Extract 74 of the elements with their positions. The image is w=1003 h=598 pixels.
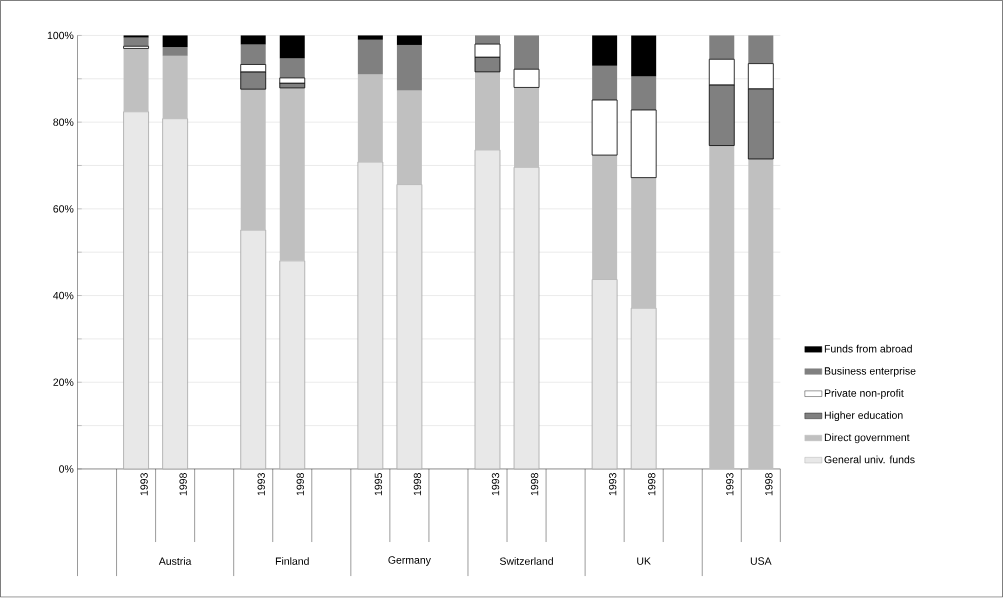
bar <box>279 35 305 59</box>
legend-label: Higher education <box>824 411 903 422</box>
bar <box>591 279 618 470</box>
x-tick-label: 1993 <box>491 473 500 496</box>
bar <box>240 229 267 470</box>
bar <box>162 118 189 470</box>
y-tick-label: 80% <box>53 118 74 127</box>
bar <box>240 89 266 231</box>
bar <box>123 46 149 50</box>
x-tick-label: 1993 <box>608 473 617 496</box>
bar <box>279 88 305 262</box>
bar <box>474 149 501 470</box>
x-tick-label: 1998 <box>765 473 773 496</box>
legend-label: Direct government <box>824 433 910 444</box>
bar <box>240 35 266 45</box>
legend-label: Business enterprise <box>824 367 916 377</box>
bar <box>592 35 618 67</box>
bar <box>396 35 422 46</box>
y-tick-label: 0% <box>59 465 74 473</box>
bar <box>631 76 657 111</box>
y-tick-label: 100% <box>47 31 74 40</box>
text: USA <box>750 557 772 566</box>
bar <box>240 44 266 65</box>
bar <box>475 72 500 151</box>
bar <box>123 111 149 470</box>
x-tick-label: 1993 <box>726 473 734 496</box>
bar <box>631 177 657 309</box>
x-tick-label: 1998 <box>413 473 422 496</box>
x-tick-label: 1998 <box>296 473 304 496</box>
bar <box>396 184 423 470</box>
text: UK <box>637 557 651 565</box>
text: Switzerland <box>499 557 553 566</box>
bar <box>123 48 149 112</box>
bar <box>279 58 305 79</box>
x-tick-label: 1993 <box>140 473 148 496</box>
x-tick-label: 1998 <box>530 473 539 496</box>
bar <box>162 47 188 57</box>
bar <box>162 35 188 48</box>
x-tick-label: 1993 <box>257 473 265 496</box>
bar <box>357 161 384 470</box>
bar <box>123 35 149 38</box>
bar <box>396 90 422 185</box>
bar <box>748 35 774 64</box>
text: Germany <box>388 556 431 567</box>
x-tick-label: 1995 <box>374 473 383 496</box>
bar <box>514 35 540 70</box>
bar <box>591 99 618 156</box>
legend-label: General univ. funds <box>824 455 915 464</box>
bar <box>592 155 618 280</box>
text: Finland <box>275 557 309 566</box>
bar <box>475 35 500 45</box>
x-tick-label: 1998 <box>647 473 656 496</box>
bar <box>396 45 422 91</box>
y-tick-label: 20% <box>53 378 74 387</box>
bar <box>709 35 735 60</box>
bar <box>630 307 657 470</box>
bar <box>162 56 188 119</box>
bar <box>357 35 383 41</box>
legend-label: Funds from abroad <box>824 345 912 353</box>
bar <box>357 74 383 163</box>
bar <box>357 40 383 75</box>
bar <box>514 87 540 168</box>
legend-label: Private non-profit <box>824 389 904 400</box>
bar <box>513 69 540 89</box>
bar <box>279 260 306 470</box>
y-tick-label: 60% <box>53 205 74 213</box>
text: Austria <box>158 557 192 566</box>
bar <box>631 35 657 77</box>
bar <box>513 167 540 470</box>
y-tick-label: 40% <box>53 292 74 300</box>
bar <box>123 37 149 47</box>
bar <box>592 66 618 101</box>
bar <box>630 109 657 179</box>
x-tick-label: 1998 <box>179 473 187 496</box>
